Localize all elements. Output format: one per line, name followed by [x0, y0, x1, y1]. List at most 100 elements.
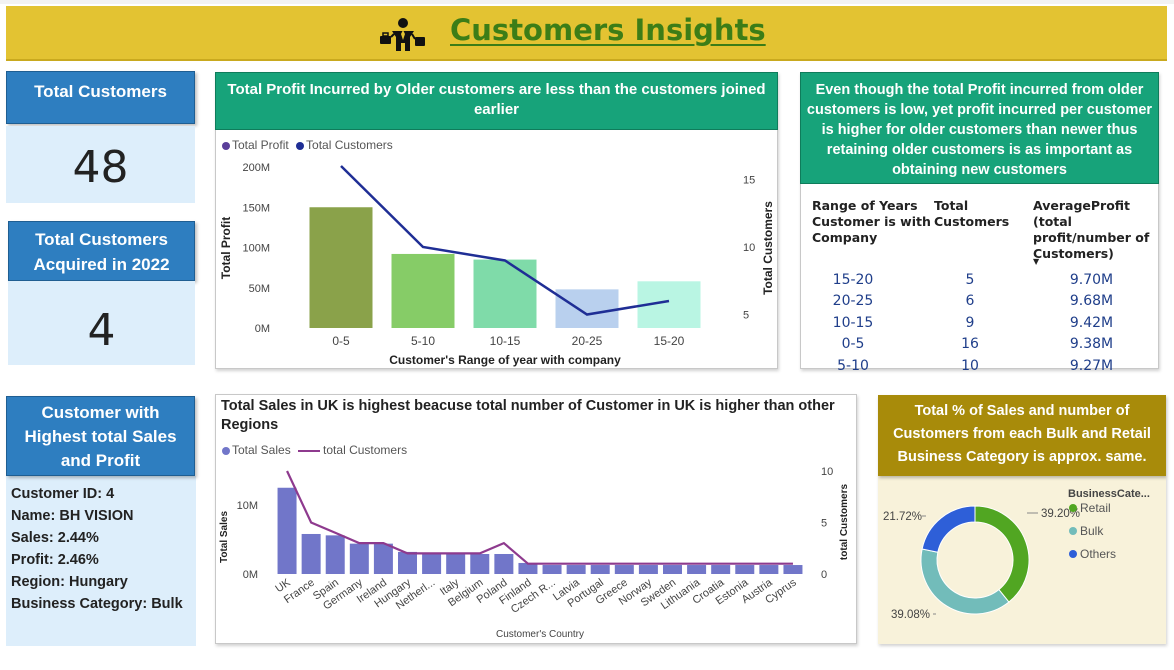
label-bulk-pct: 39.08%: [891, 609, 930, 621]
sales-y-axis-title: Total Sales: [219, 511, 230, 563]
x-tick-label: 10-15: [490, 334, 521, 348]
sales-chart-title-line2: Regions: [221, 417, 279, 433]
x-tick-label: 15-20: [654, 334, 685, 348]
title-bar: [6, 6, 1167, 61]
x-tick-label: 5-10: [411, 334, 435, 348]
col-customers-line2: Customers: [934, 214, 1010, 229]
y-axis-title: Total Profit: [219, 217, 233, 279]
cell-range: 10-15: [832, 314, 874, 331]
business-category-header-line2: Customers from each Bulk and Retail: [893, 426, 1151, 442]
sales-bar-czechr: [542, 565, 562, 574]
table-row: 15-20 5 9.70M: [812, 270, 1150, 290]
business-category-header-line3: Business Category is approx. same.: [897, 449, 1147, 465]
sales-bar-portugal: [590, 565, 610, 574]
table-header-line3: is higher for older customers than newer…: [821, 122, 1138, 138]
sales-bar-italy: [446, 553, 466, 574]
total-customers-label: Total Customers: [6, 71, 195, 124]
col-range-line1: Range of Years: [812, 198, 918, 213]
table-header-line5: obtaining new customers: [892, 162, 1067, 178]
y-tick-label: 100M: [242, 243, 270, 255]
table-header-line1: Even though the total Profit incurred fr…: [815, 82, 1144, 98]
profit-bar-10-15: [473, 259, 537, 328]
sales-bar-sweden: [663, 565, 682, 574]
top-customer-panel: [6, 476, 196, 646]
top-customer-header: Customer with Highest total Sales and Pr…: [6, 396, 195, 476]
y-tick-label: 50M: [249, 283, 270, 295]
legend-profit-label: Total Profit: [232, 138, 289, 152]
acquired-2022-label-line2: Acquired in 2022: [33, 255, 170, 274]
sales-bar-ireland: [373, 543, 393, 574]
y-tick-label: 0M: [255, 323, 270, 335]
col-avgprofit-line2: profit/number of: [1033, 230, 1150, 245]
table-row: 5-10 10 9.27M: [812, 356, 1150, 376]
y-tick-label: 200M: [242, 162, 270, 174]
legend-others-dot: [1069, 550, 1077, 558]
sales-chart-title: Total Sales in UK is highest beacuse tot…: [221, 397, 851, 435]
legend-others-label: Others: [1080, 547, 1116, 561]
profit-chart-header-line1: Total Profit Incurred by Older customers…: [227, 81, 766, 98]
sales-chart-legend: Total Sales total Customers: [222, 443, 407, 457]
cell-range: 20-25: [832, 293, 874, 310]
cell-avgprofit: 9.27M: [1069, 357, 1114, 374]
profit-bar-5-10: [391, 253, 455, 328]
business-category-donut: 39.20% 39.08% 21.72% BusinessCate...Retail B…: [883, 488, 1150, 621]
sales-y2-axis-title: total Customers: [839, 484, 850, 561]
sales-bar-norway: [638, 565, 658, 574]
sales-y-tick-label: 10M: [237, 500, 258, 512]
sales-y-tick-label: 0M: [243, 569, 258, 581]
x-axis-title: Customer's Range of year with company: [389, 353, 621, 367]
acquired-2022-label: Total Customers Acquired in 2022: [8, 221, 195, 281]
profit-chart-header: Total Profit Incurred by Older customers…: [215, 72, 778, 130]
detail-profit: Profit: 2.46%: [11, 552, 99, 568]
sales-y2-tick-label: 5: [821, 518, 827, 530]
sales-bar-france: [301, 533, 321, 574]
table-header: Even though the total Profit incurred fr…: [800, 72, 1159, 184]
y-tick-label: 150M: [242, 202, 270, 214]
page-title: Customers Insights: [450, 13, 766, 47]
cell-avgprofit: 9.42M: [1069, 314, 1114, 331]
sort-desc-icon[interactable]: ▼: [1033, 257, 1040, 266]
cell-customers: 9: [965, 314, 975, 331]
business-category-header-line1: Total % of Sales and number of: [914, 403, 1130, 419]
sales-bar-greece: [614, 565, 634, 574]
legend-sales-label: Total Sales: [232, 443, 291, 457]
cell-avgprofit: 9.38M: [1069, 336, 1114, 353]
legend-bulk-label: Bulk: [1080, 524, 1104, 538]
table-row: 20-25 6 9.68M: [812, 292, 1150, 312]
col-avgprofit-header[interactable]: AverageProfit (total profit/number of Cu…: [1033, 198, 1150, 268]
donut-slice-others: [921, 505, 976, 553]
top-customer-details: Customer ID: 4 Name: BH VISION Sales: 2.…: [11, 483, 183, 615]
sales-y2-tick-label: 0: [821, 569, 827, 581]
pie-legend-title: BusinessCate...: [1068, 488, 1150, 500]
sales-bar-hungary: [398, 551, 417, 574]
col-range-header[interactable]: Range of Years Customer is with Company: [812, 198, 932, 268]
x-tick-label: 0-5: [332, 334, 350, 348]
donut-slice-retail: [974, 505, 1030, 603]
acquired-2022-value: 4: [87, 305, 116, 356]
sales-bar-croatia: [711, 565, 731, 574]
sales-bar-latvia: [566, 565, 586, 574]
y2-tick-label: 5: [743, 310, 749, 322]
profit-bar-0-5: [309, 207, 373, 328]
cell-range: 5-10: [837, 357, 869, 374]
legend-retail-dot: [1069, 504, 1077, 512]
sales-chart-panel: [215, 394, 857, 644]
sales-x-axis-title: Customer's Country: [496, 629, 584, 640]
col-range-line3: Company: [812, 230, 878, 245]
detail-sales: Sales: 2.44%: [11, 530, 99, 546]
donut-slice-bulk: [920, 548, 1010, 615]
total-customers-card: 48: [6, 126, 195, 203]
acquired-2022-card: 4: [8, 281, 195, 365]
detail-customer-id: Customer ID: 4: [11, 486, 115, 502]
profit-chart-header-line2: earlier: [473, 101, 520, 118]
total-customers-label-text: Total Customers: [34, 82, 167, 101]
legend-profit-dot: [222, 141, 230, 150]
y2-tick-label: 15: [743, 175, 755, 187]
col-avgprofit-line3: Customers): [1033, 246, 1114, 261]
col-customers-header[interactable]: Total Customers: [934, 198, 1031, 268]
legend-total-customers-line: [298, 449, 321, 452]
detail-name: Name: BH VISION: [11, 508, 134, 524]
top-customer-header-line2: Highest total Sales: [24, 427, 177, 446]
top-strip: [0, 0, 1174, 4]
detail-region: Region: Hungary: [11, 574, 128, 590]
